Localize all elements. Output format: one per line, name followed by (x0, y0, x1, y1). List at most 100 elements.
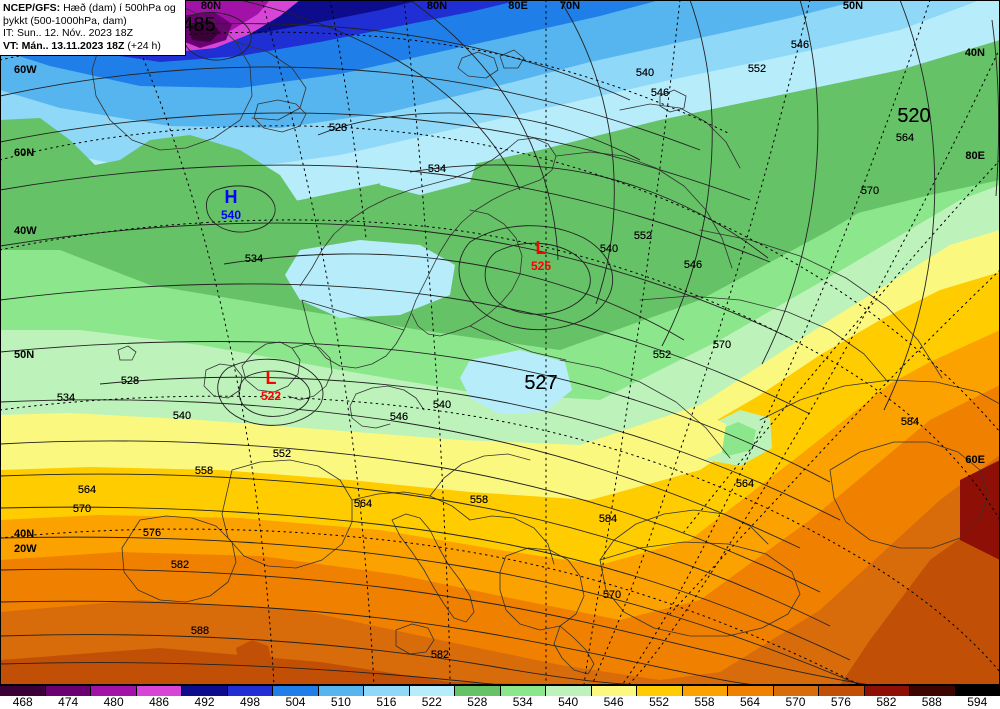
grid-label-40W: 40W (14, 225, 37, 237)
contour-label-564: 564 (896, 132, 914, 144)
info-product: Hæð (dam) í 500hPa og þykkt (500-1000hPa… (3, 2, 176, 27)
thickness-fill-bands (0, 0, 1000, 684)
contour-label-546: 546 (651, 87, 669, 99)
colorbar-swatches (0, 685, 1000, 696)
contour-label-halo: 534 (428, 163, 446, 175)
contour-label-564: 564 (78, 484, 96, 496)
colorbar-swatch-498 (227, 686, 273, 696)
colorbar-swatch-522 (409, 686, 455, 696)
colorbar-swatch-594 (955, 686, 1000, 696)
height-contours (0, 0, 1000, 684)
contour-label-576: 576 (143, 527, 161, 539)
contour-label-564: 564 (736, 478, 754, 490)
colorbar-swatch-558 (682, 686, 728, 696)
colorbar-tick-588: 588 (921, 695, 942, 709)
contour-label-halo: 564 (736, 478, 754, 490)
grid-label-60E: 60E (965, 454, 985, 466)
contour-label-halo: 582 (431, 649, 449, 661)
contour-label-534: 534 (428, 163, 446, 175)
contour-label-552: 552 (273, 448, 291, 460)
colorbar-tick-474: 474 (58, 695, 79, 709)
colorbar-tick-labels: 468 474 480 486 492 498 504 510 516 522 528 534 540 5… (0, 696, 1000, 709)
contour-label-halo: 534 (245, 253, 263, 265)
pressure-center-l-symbol: L (266, 368, 277, 388)
colorbar-tick-534: 534 (512, 695, 533, 709)
contour-label-halo: 520 (897, 105, 930, 127)
colorbar-swatch-486 (136, 686, 182, 696)
contour-label-528: 528 (121, 375, 139, 387)
model-info-box: NCEP/GFS: Hæð (dam) í 500hPa og þykkt (5… (0, 0, 186, 56)
info-valid-row: VT: Mán.. 13.11.2023 18Z (+24 h) (3, 40, 182, 53)
contour-label-halo: 570 (603, 589, 621, 601)
info-model-label: NCEP/GFS: (3, 2, 61, 14)
grid-label-50N: 50N (14, 349, 34, 361)
contour-label-540: 540 (433, 399, 451, 411)
contour-label-halo: 558 (470, 494, 488, 506)
contour-label-halo: 564 (896, 132, 914, 144)
contour-label-570: 570 (861, 185, 879, 197)
contour-label-halo: 546 (791, 39, 809, 51)
colorbar-tick-516: 516 (376, 695, 397, 709)
info-init-row: IT: Sun.. 12. Nóv.. 2023 18Z (3, 27, 182, 40)
info-valid-time: Mán.. 13.11.2023 18Z (21, 39, 125, 52)
colorbar-tick-552: 552 (649, 695, 670, 709)
info-init-label: IT: (3, 27, 15, 39)
band-582c (236, 640, 272, 672)
pressure-center-h-symbol: H (225, 187, 238, 207)
colorbar-swatch-492 (182, 686, 228, 696)
colorbar-swatch-528 (455, 686, 501, 696)
coastlines (91, 0, 1000, 675)
contour-label-558: 558 (470, 494, 488, 506)
colorbar-swatch-582 (864, 686, 910, 696)
map-svg: 528 528 534 534 540 540 546 546 552 552 546 546 552 5… (0, 0, 1000, 684)
grid-label-60W: 60W (14, 64, 37, 76)
band-582b (840, 510, 1000, 684)
colorbar-tick-522: 522 (421, 695, 442, 709)
contour-label-534: 534 (245, 253, 263, 265)
info-valid-label: VT: (3, 39, 19, 52)
grid-label-60N: 60N (14, 147, 34, 159)
colorbar-tick-540: 540 (558, 695, 579, 709)
grid-label-40N: 40N (14, 528, 34, 540)
colorbar-tick-504: 504 (285, 695, 306, 709)
map-canvas[interactable]: 528 528 534 534 540 540 546 546 552 552 546 546 552 5… (0, 0, 1000, 685)
band-dark-right (960, 460, 1000, 560)
pressure-center-l-symbol: L (536, 238, 547, 258)
lobe-lightblue-2 (460, 350, 572, 414)
lobe-lightblue-3 (380, 140, 480, 195)
contour-label-570: 570 (73, 503, 91, 515)
colorbar-swatch-474 (45, 686, 91, 696)
contour-label-halo: 528 (329, 122, 347, 134)
contour-label-halo: 552 (748, 63, 766, 75)
graticule (0, 0, 1000, 684)
contour-label-546: 546 (684, 259, 702, 271)
contour-label-halo: 540 (433, 399, 451, 411)
contour-label-halo: 584 (599, 513, 617, 525)
colorbar-swatch-552 (637, 686, 683, 696)
contour-label-halo: 540 (600, 243, 618, 255)
lobe-green-left (0, 118, 300, 250)
colorbar-tick-576: 576 (830, 695, 851, 709)
contour-label-halo: 552 (273, 448, 291, 460)
colorbar-swatch-534 (500, 686, 546, 696)
colorbar-tick-528: 528 (467, 695, 488, 709)
band-576 (0, 455, 1000, 684)
contour-label-540: 540 (636, 67, 654, 79)
contour-label-halo: 570 (73, 503, 91, 515)
colorbar-tick-570: 570 (785, 695, 806, 709)
colorbar-swatch-516 (364, 686, 410, 696)
grid-label-50N: 50N (843, 0, 863, 12)
info-init-time: Sun.. 12. Nóv.. 2023 18Z (17, 27, 133, 39)
colorbar-tick-498: 498 (239, 695, 261, 709)
lobe-green-ne (720, 118, 1000, 230)
contour-label-halo: 582 (171, 559, 189, 571)
contour-label-halo: 527 (524, 372, 557, 394)
colorbar-tick-582: 582 (876, 695, 897, 709)
grid-label-80E: 80E (965, 150, 985, 162)
contour-label-halo: 584 (901, 416, 919, 428)
contour-label-halo: 528 (121, 375, 139, 387)
colorbar-swatch-546 (591, 686, 637, 696)
contour-label-520: 520 (897, 105, 930, 127)
